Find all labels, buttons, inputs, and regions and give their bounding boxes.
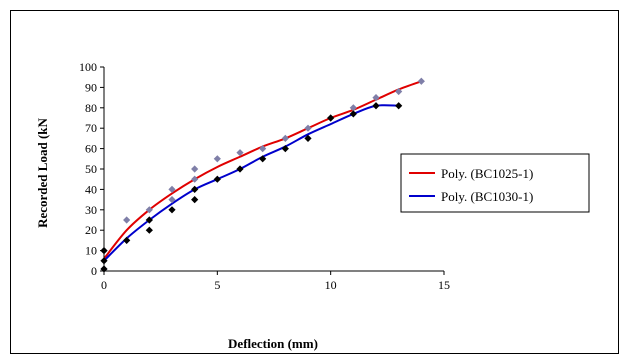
data-point-bc1030 [372, 102, 380, 110]
x-tick-label: 10 [325, 278, 337, 292]
chart-svg: 0 10 20 30 40 50 60 70 80 90 100 0 5 10 15 Poly. (BC10… [35, 60, 590, 351]
data-point-bc1030 [236, 165, 244, 173]
legend-label-bc1030: Poly. (BC1030-1) [441, 189, 533, 204]
data-point-bc1025 [417, 77, 425, 85]
data-point-bc1030 [281, 145, 289, 153]
plot-area [100, 77, 425, 273]
data-point-bc1030 [213, 175, 221, 183]
y-tick-label: 50 [85, 162, 97, 176]
x-axis-title: Deflection (mm) [228, 336, 318, 351]
data-point-bc1025 [372, 94, 380, 102]
trendline-bc1030 [103, 104, 399, 262]
data-point-bc1025 [168, 185, 176, 193]
y-tick-label: 70 [85, 121, 97, 135]
data-point-bc1030 [191, 196, 199, 204]
data-point-bc1025 [236, 149, 244, 157]
data-point-bc1030 [191, 185, 199, 193]
data-point-bc1030 [168, 206, 176, 214]
data-point-bc1025 [349, 104, 357, 112]
x-tick-label: 0 [101, 278, 107, 292]
axes: 0 10 20 30 40 50 60 70 80 90 100 0 5 10 15 [79, 60, 450, 292]
data-point-bc1025 [123, 216, 131, 224]
data-point-bc1030 [145, 216, 153, 224]
data-point-bc1030 [145, 226, 153, 234]
y-tick-label: 100 [79, 60, 97, 74]
y-axis-title: Recorded Load (kN [35, 118, 50, 228]
y-tick-label: 20 [85, 223, 97, 237]
data-point-bc1025 [145, 206, 153, 214]
chart-frame: 0 10 20 30 40 50 60 70 80 90 100 0 5 10 15 Poly. (BC10… [10, 10, 619, 354]
data-point-bc1025 [213, 155, 221, 163]
legend: Poly. (BC1025-1) Poly. (BC1030-1) [400, 153, 590, 213]
data-point-bc1025 [191, 175, 199, 183]
y-tick-label: 10 [85, 244, 97, 258]
data-point-bc1030 [123, 236, 131, 244]
y-tick-label: 40 [85, 182, 97, 196]
data-point-bc1025 [304, 124, 312, 132]
y-tick-label: 60 [85, 142, 97, 156]
x-tick-label: 5 [214, 278, 220, 292]
data-point-bc1025 [191, 165, 199, 173]
data-point-bc1025 [395, 87, 403, 96]
y-tick-label: 80 [85, 101, 97, 115]
data-point-bc1025 [281, 134, 289, 142]
data-point-bc1030 [349, 110, 357, 118]
y-tick-label: 30 [85, 203, 97, 217]
data-point-bc1030 [304, 134, 312, 142]
trendline-bc1025 [103, 80, 422, 260]
legend-box [400, 153, 590, 213]
data-point-bc1030 [327, 114, 335, 122]
legend-label-bc1025: Poly. (BC1025-1) [441, 166, 533, 181]
x-tick-label: 15 [438, 278, 450, 292]
data-point-bc1025 [168, 196, 176, 204]
data-point-bc1030 [395, 102, 403, 110]
y-tick-label: 0 [91, 264, 97, 278]
y-tick-label: 90 [85, 80, 97, 94]
